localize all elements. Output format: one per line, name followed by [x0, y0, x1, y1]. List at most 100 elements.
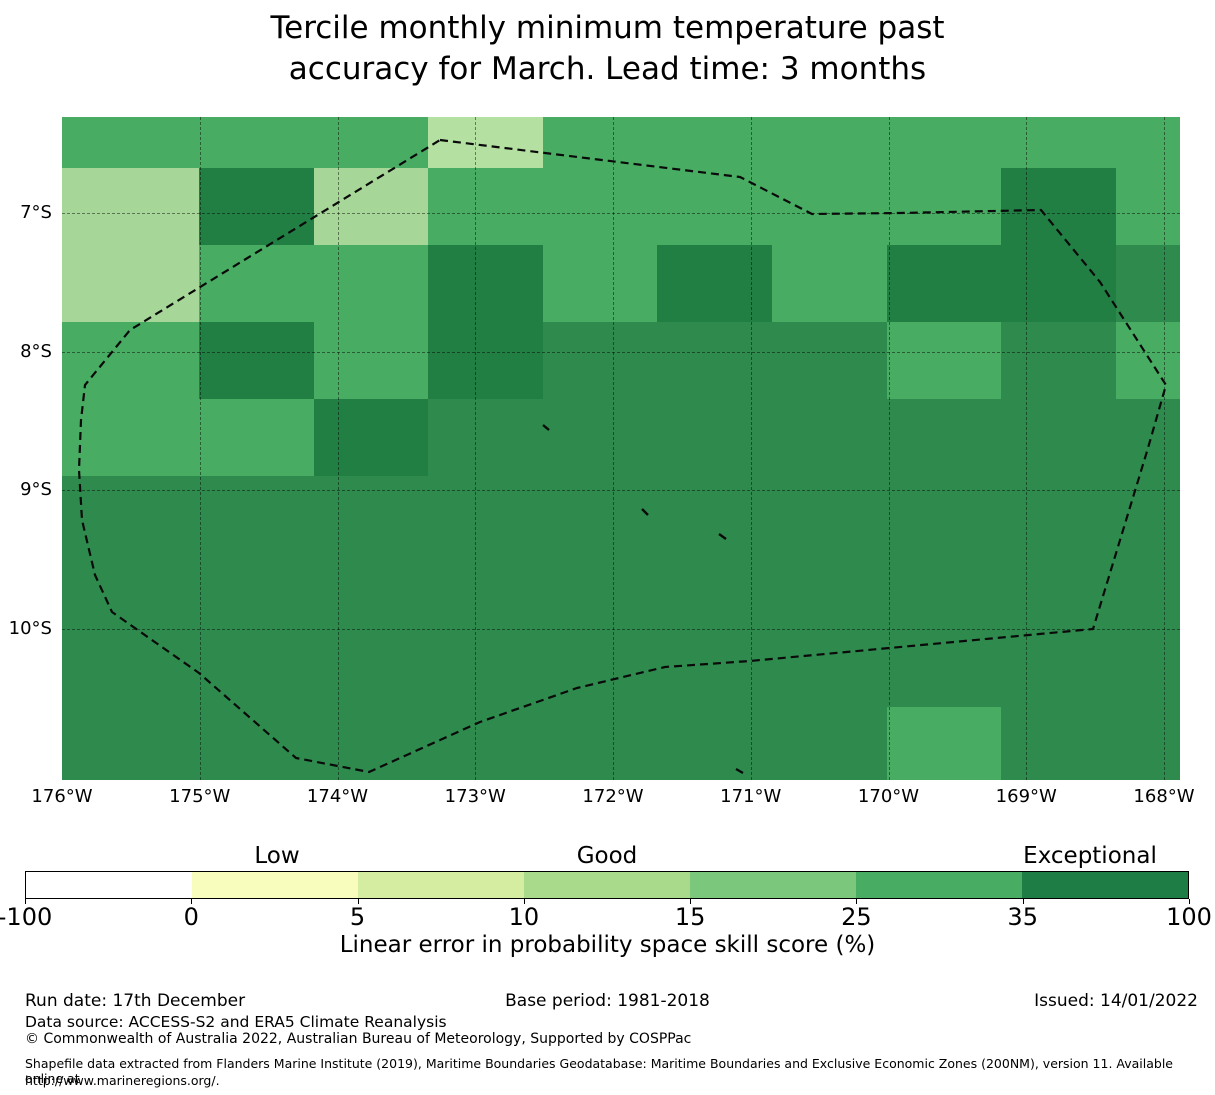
x-tick-label: 169°W	[995, 786, 1057, 807]
island-mark	[542, 424, 550, 431]
heatmap-cell	[772, 553, 887, 630]
issued-date-text: Issued: 14/01/2022	[1034, 991, 1198, 1011]
colorbar-segment	[1022, 872, 1188, 898]
heatmap-cell	[657, 399, 772, 476]
run-date-text: Run date: 17th December	[25, 991, 246, 1011]
heatmap-cell	[772, 168, 887, 245]
heatmap-cell	[84, 168, 199, 245]
x-tick-label: 172°W	[582, 786, 644, 807]
data-source-text: Data source: ACCESS-S2 and ERA5 Climate …	[25, 1013, 447, 1031]
heatmap-cell	[199, 245, 314, 322]
heatmap-cell	[772, 630, 887, 707]
heatmap-cell	[314, 245, 428, 322]
heatmap-cell	[1001, 399, 1116, 476]
heatmap-cell	[543, 245, 657, 322]
heatmap-cell	[1116, 322, 1180, 399]
colorbar-segment	[690, 872, 856, 898]
y-tick-label: 7°S	[20, 202, 52, 223]
colorbar-segment	[524, 872, 690, 898]
copyright-text: © Commonwealth of Australia 2022, Austra…	[25, 1031, 692, 1047]
heatmap-cell	[314, 630, 428, 707]
heatmap-cell	[772, 117, 887, 168]
heatmap-cell	[1001, 245, 1116, 322]
heatmap-cell	[314, 707, 428, 780]
heatmap-cell	[657, 553, 772, 630]
heatmap-cell	[84, 322, 199, 399]
parallel-gridline	[62, 629, 1180, 630]
heatmap-cell	[657, 117, 772, 168]
heatmap-cell	[1116, 117, 1180, 168]
heatmap-cell	[84, 476, 199, 553]
heatmap-cell	[62, 476, 84, 553]
colorbar-segment	[192, 872, 358, 898]
heatmap-cell	[428, 245, 543, 322]
heatmap-cell	[887, 476, 1001, 553]
heatmap-cell	[887, 168, 1001, 245]
heatmap-cell	[887, 707, 1001, 780]
chart-title-line1: Tercile monthly minimum temperature past	[270, 10, 945, 46]
parallel-gridline	[62, 490, 1180, 491]
heatmap-cell	[428, 553, 543, 630]
heatmap-cell	[428, 707, 543, 780]
heatmap-cell	[772, 245, 887, 322]
heatmap-cell	[199, 399, 314, 476]
colorbar-tick-label: 0	[183, 903, 199, 931]
heatmap-cell	[199, 476, 314, 553]
heatmap-cell	[62, 245, 84, 322]
heatmap-cell	[543, 322, 657, 399]
heatmap-cell	[428, 476, 543, 553]
heatmap-cell	[543, 168, 657, 245]
heatmap-cell	[314, 117, 428, 168]
colorbar-tick	[856, 899, 858, 904]
heatmap-cell	[84, 630, 199, 707]
y-tick-label: 10°S	[8, 618, 52, 639]
colorbar-tick	[357, 899, 359, 904]
heatmap-cell	[314, 553, 428, 630]
heatmap-cell	[657, 476, 772, 553]
heatmap-cell	[657, 168, 772, 245]
x-tick-label: 171°W	[720, 786, 782, 807]
heatmap-cell	[199, 630, 314, 707]
heatmap-cell	[314, 399, 428, 476]
base-period-text: Base period: 1981-2018	[505, 991, 710, 1011]
heatmap-cell	[428, 168, 543, 245]
heatmap-cell	[772, 399, 887, 476]
heatmap-cell	[199, 707, 314, 780]
colorbar-tick	[191, 899, 193, 904]
heatmap-cell	[428, 399, 543, 476]
eez-boundary-layer	[77, 138, 1168, 775]
colorbar	[25, 871, 1189, 899]
island-mark	[735, 767, 744, 775]
meridian-gridline	[888, 117, 890, 780]
x-tick-label: 176°W	[31, 786, 93, 807]
colorbar-category-label: Low	[254, 843, 300, 869]
colorbar-tick-label: 15	[674, 903, 706, 931]
colorbar-tick-label: 100	[1166, 903, 1212, 931]
heatmap-cell	[199, 117, 314, 168]
colorbar-tick	[523, 899, 525, 904]
heatmap-cell	[543, 553, 657, 630]
heatmap-cell	[1116, 630, 1180, 707]
heatmap-cell	[199, 322, 314, 399]
colorbar-tick-label: 35	[1007, 903, 1038, 931]
meridian-gridline	[1026, 117, 1028, 780]
heatmap-cell	[62, 630, 84, 707]
colorbar-tick	[1022, 899, 1024, 904]
heatmap-cell	[772, 476, 887, 553]
heatmap-cell	[314, 168, 428, 245]
heatmap-cell	[84, 117, 199, 168]
parallel-gridline	[62, 213, 1180, 214]
heatmap-cell	[1116, 553, 1180, 630]
colorbar-tick	[1189, 899, 1190, 904]
heatmap-cell	[1116, 399, 1180, 476]
shapefile-attribution-line1: Shapefile data extracted from Flanders M…	[25, 1056, 1173, 1086]
x-tick-label: 175°W	[169, 786, 231, 807]
meridian-gridline	[337, 117, 339, 780]
colorbar-tick-label: 10	[508, 903, 540, 931]
heatmap-cell	[657, 630, 772, 707]
island-mark	[718, 533, 727, 540]
heatmap-cell	[428, 630, 543, 707]
parallel-gridline	[62, 352, 1180, 353]
heatmap-cell	[84, 245, 199, 322]
